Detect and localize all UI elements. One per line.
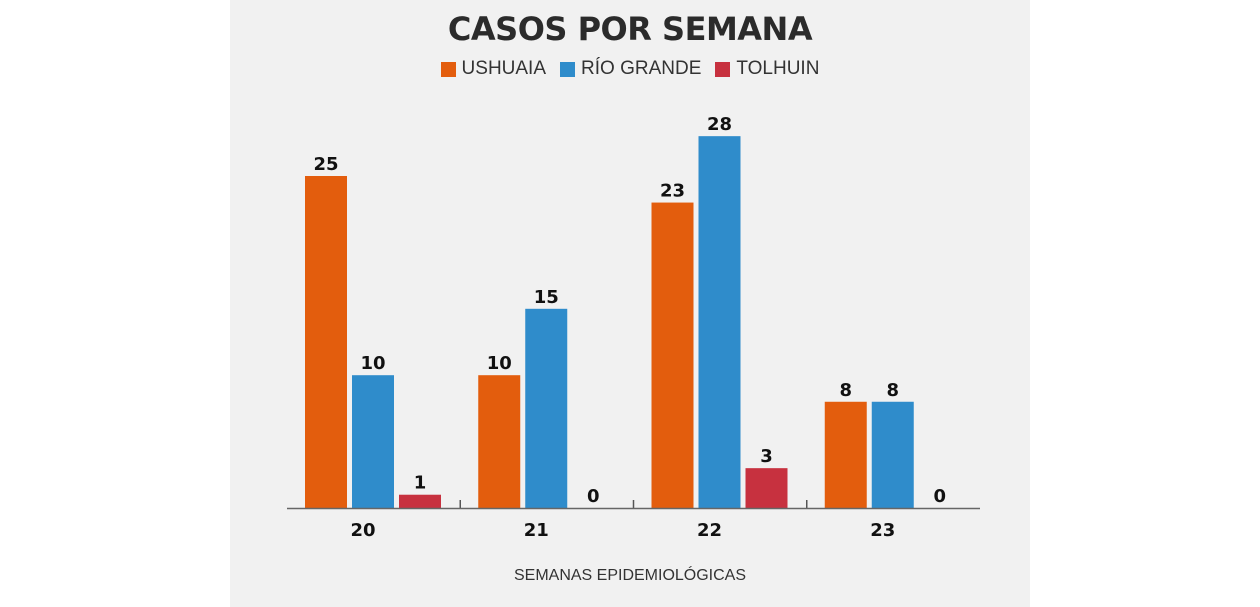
legend-label-tolhuin: TOLHUIN <box>736 58 820 79</box>
bar-ushuaia-22 <box>651 202 694 508</box>
x-tick-label-22: 22 <box>697 520 722 541</box>
bar-chart: 25 10 1 20 10 15 0 21 23 28 3 22 8 8 0 23 <box>287 114 980 541</box>
legend-swatch-rio-grande <box>560 61 576 77</box>
bar-ushuaia-20 <box>305 176 347 508</box>
legend-swatch-tolhuin <box>715 61 731 77</box>
bar-tolhuin-22 <box>745 468 788 508</box>
bar-rio-grande-21 <box>525 308 568 508</box>
legend-item-rio-grande: RÍO GRANDE <box>560 58 701 80</box>
chart-title: CASOS POR SEMANA <box>447 10 813 48</box>
data-label-tolhuin-21: 0 <box>587 486 600 507</box>
data-label-ushuaia-23: 8 <box>839 380 852 401</box>
data-label-rio-grande-22: 28 <box>707 114 732 135</box>
chart-panel: CASOS POR SEMANA USHUAIA RÍO GRANDE TOLH… <box>230 0 1030 607</box>
data-label-ushuaia-20: 25 <box>313 154 338 175</box>
legend-item-tolhuin: TOLHUIN <box>715 58 819 80</box>
bar-rio-grande-20 <box>352 375 394 508</box>
data-label-rio-grande-23: 8 <box>886 380 899 401</box>
legend: USHUAIA RÍO GRANDE TOLHUIN <box>230 58 1030 80</box>
legend-item-ushuaia: USHUAIA <box>440 58 547 80</box>
data-label-ushuaia-22: 23 <box>660 181 685 202</box>
data-label-tolhuin-22: 3 <box>760 446 773 467</box>
bar-tolhuin-20 <box>399 494 441 508</box>
data-label-rio-grande-20: 10 <box>360 353 385 374</box>
bar-ushuaia-21 <box>478 375 521 508</box>
legend-swatch-ushuaia <box>440 61 456 77</box>
x-tick-label-21: 21 <box>524 520 549 541</box>
data-label-tolhuin-20: 1 <box>414 473 427 494</box>
data-label-rio-grande-21: 15 <box>534 287 559 308</box>
legend-label-ushuaia: USHUAIA <box>461 58 547 79</box>
bar-rio-grande-22 <box>698 136 741 508</box>
x-axis-title: SEMANAS EPIDEMIOLÓGICAS <box>513 567 747 584</box>
data-label-ushuaia-21: 10 <box>487 353 512 374</box>
bar-rio-grande-23 <box>871 401 914 508</box>
bar-ushuaia-23 <box>824 401 867 508</box>
data-label-tolhuin-23: 0 <box>933 486 946 507</box>
x-tick-label-20: 20 <box>350 520 375 541</box>
legend-label-rio-grande: RÍO GRANDE <box>581 58 702 79</box>
x-tick-label-23: 23 <box>870 520 895 541</box>
